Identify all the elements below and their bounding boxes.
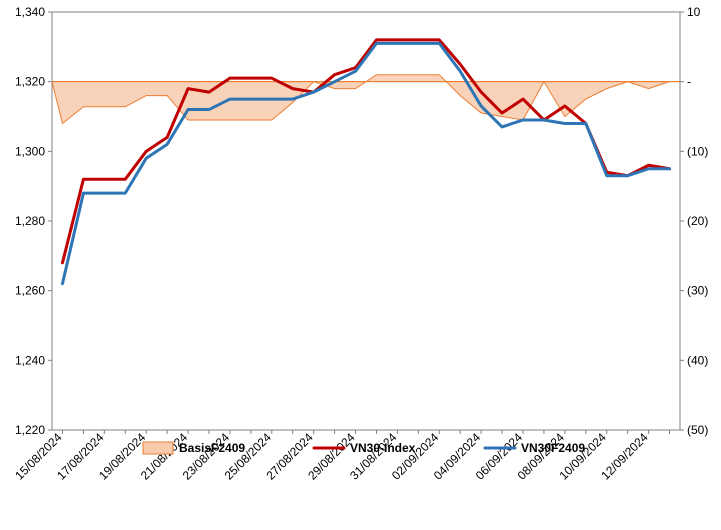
- y-right-tick-label: 10: [687, 5, 701, 19]
- legend-label: VN30F2409: [521, 441, 585, 455]
- chart-svg: 1,220 1,240 1,260 1,280 1,300 1,320 1,340 (50) (…: [0, 0, 721, 530]
- y-left-tick-label: 1,240: [15, 353, 45, 367]
- y-right-tick-label: (30): [687, 284, 708, 298]
- y-right-tick-label: (40): [687, 353, 708, 367]
- y-left-tick-label: 1,280: [15, 214, 45, 228]
- y-left-tick-label: 1,220: [15, 423, 45, 437]
- y-left-tick-label: 1,340: [15, 5, 45, 19]
- y-right-tick-label: (10): [687, 144, 708, 158]
- legend-label: BasisF2409: [179, 441, 245, 455]
- y-right-tick-label: -: [687, 75, 691, 89]
- y-left-tick-label: 1,260: [15, 284, 45, 298]
- y-left-tick-label: 1,320: [15, 75, 45, 89]
- legend-item: BasisF2409: [143, 441, 245, 455]
- y-right-tick-label: (20): [687, 214, 708, 228]
- y-left-tick-label: 1,300: [15, 144, 45, 158]
- legend-swatch-area: [143, 442, 173, 454]
- chart-container: 1,220 1,240 1,260 1,280 1,300 1,320 1,340 (50) (…: [0, 0, 721, 530]
- legend-label: VN30-Index: [350, 441, 416, 455]
- y-right-tick-label: (50): [687, 423, 708, 437]
